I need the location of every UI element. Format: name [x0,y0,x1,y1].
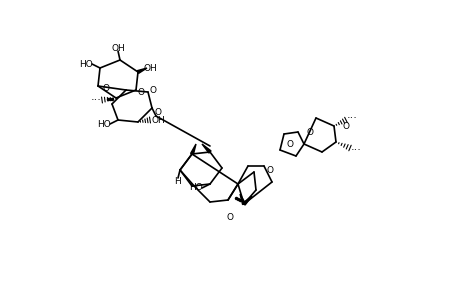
Text: H: H [174,178,181,187]
Text: O: O [149,85,156,94]
Polygon shape [202,144,211,153]
Text: O: O [342,122,349,130]
Text: O: O [154,107,161,116]
Polygon shape [190,144,196,154]
Polygon shape [240,194,245,205]
Text: ···: ··· [350,145,361,155]
Text: O: O [137,88,144,97]
Text: HO: HO [97,119,111,128]
Text: OH: OH [111,44,124,52]
Text: HO: HO [79,59,93,68]
Text: O: O [266,166,273,175]
Polygon shape [137,68,147,74]
Text: OH: OH [151,116,164,124]
Text: O: O [102,83,109,92]
Text: O: O [226,212,233,221]
Text: O: O [306,128,313,136]
Text: O: O [286,140,293,148]
Text: ···: ··· [90,95,101,105]
Polygon shape [242,196,252,205]
Text: HO: HO [189,184,202,193]
Text: ···: ··· [346,113,357,123]
Text: OH: OH [143,64,157,73]
